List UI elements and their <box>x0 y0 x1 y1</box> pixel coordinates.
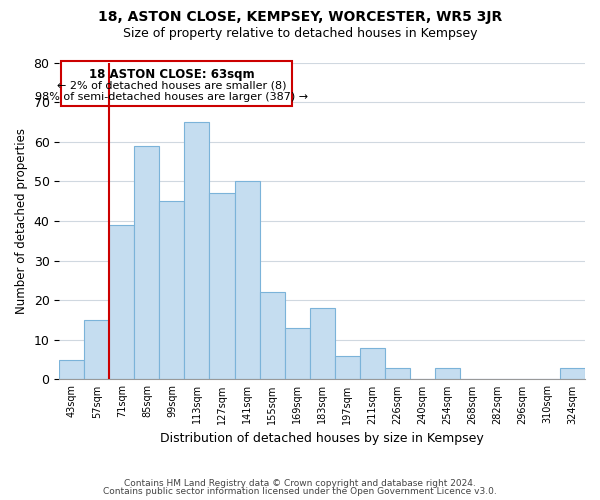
Bar <box>85 320 109 380</box>
Bar <box>184 122 209 380</box>
Text: Contains public sector information licensed under the Open Government Licence v3: Contains public sector information licen… <box>103 487 497 496</box>
Text: ← 2% of detached houses are smaller (8): ← 2% of detached houses are smaller (8) <box>57 80 287 90</box>
Bar <box>59 360 85 380</box>
Bar <box>235 182 260 380</box>
X-axis label: Distribution of detached houses by size in Kempsey: Distribution of detached houses by size … <box>160 432 484 445</box>
Text: Contains HM Land Registry data © Crown copyright and database right 2024.: Contains HM Land Registry data © Crown c… <box>124 478 476 488</box>
Bar <box>435 368 460 380</box>
Bar <box>284 328 310 380</box>
Bar <box>160 201 184 380</box>
Bar <box>260 292 284 380</box>
Bar <box>335 356 359 380</box>
Text: 18, ASTON CLOSE, KEMPSEY, WORCESTER, WR5 3JR: 18, ASTON CLOSE, KEMPSEY, WORCESTER, WR5… <box>98 10 502 24</box>
Bar <box>310 308 335 380</box>
Bar <box>560 368 585 380</box>
Bar <box>385 368 410 380</box>
Bar <box>209 193 235 380</box>
FancyBboxPatch shape <box>61 60 292 106</box>
Bar <box>109 225 134 380</box>
Text: 18 ASTON CLOSE: 63sqm: 18 ASTON CLOSE: 63sqm <box>89 68 255 82</box>
Text: 98% of semi-detached houses are larger (387) →: 98% of semi-detached houses are larger (… <box>35 92 308 102</box>
Y-axis label: Number of detached properties: Number of detached properties <box>15 128 28 314</box>
Bar <box>359 348 385 380</box>
Bar <box>134 146 160 380</box>
Text: Size of property relative to detached houses in Kempsey: Size of property relative to detached ho… <box>123 28 477 40</box>
